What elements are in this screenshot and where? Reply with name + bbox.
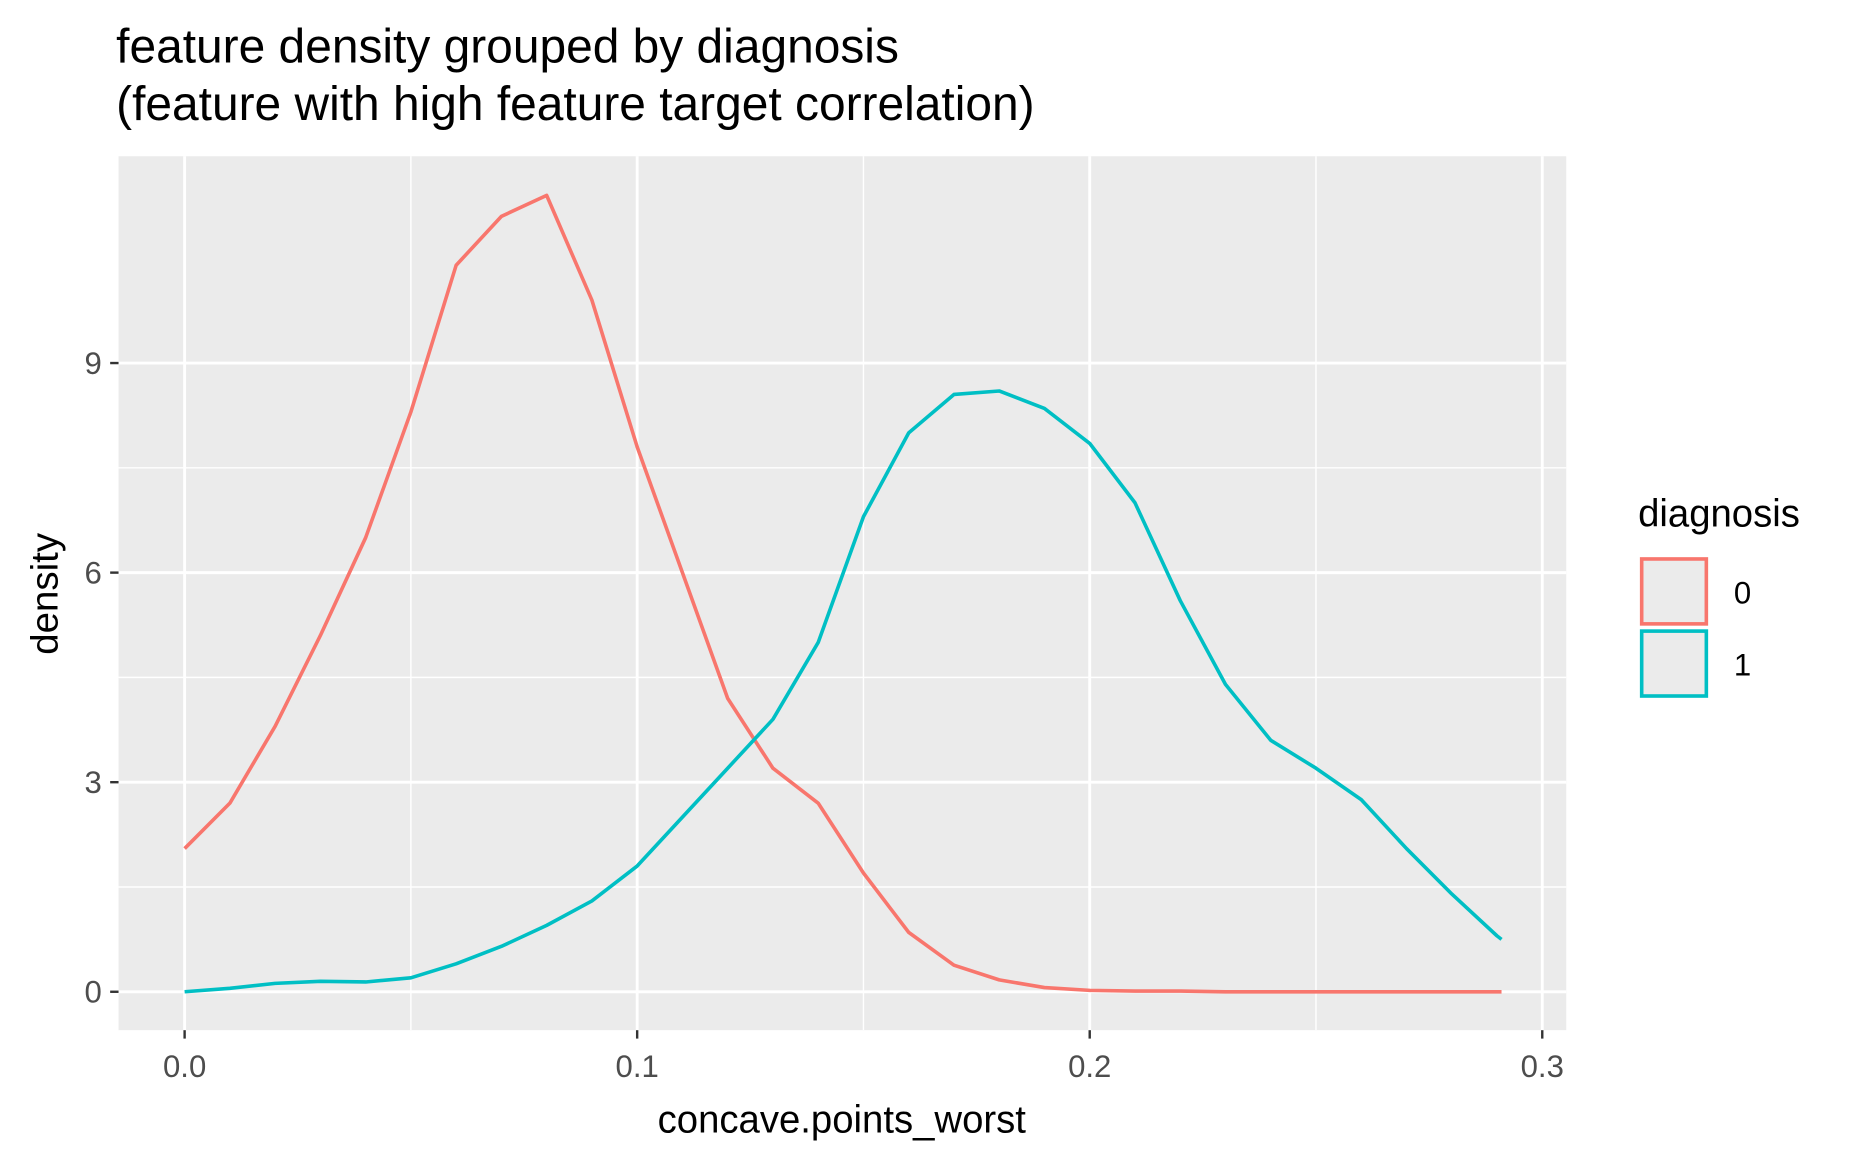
y-tick-label: 9 [84,346,101,381]
density-line [183,193,1502,994]
y-tick-label: 6 [84,555,101,590]
density-line [184,389,1503,994]
legend-label: 1 [1734,648,1751,683]
x-axis-title: concave.points_worst [658,1098,1027,1141]
legend-key [1639,557,1709,626]
panel [118,156,1567,1031]
x-tick-label: 0.2 [1068,1049,1111,1084]
y-axis-title: density [24,532,67,655]
chart-title: feature density grouped by diagnosis (fea… [116,20,1034,131]
x-tick-label: 0.0 [163,1049,206,1084]
x-tick-label: 0.1 [616,1049,659,1084]
legend-key [1639,629,1709,698]
legend-title: diagnosis [1638,492,1800,535]
y-tick-label: 3 [84,765,101,800]
legend-label: 0 [1734,575,1751,610]
x-tick-label: 0.3 [1521,1049,1564,1084]
y-tick-label: 0 [84,975,101,1010]
